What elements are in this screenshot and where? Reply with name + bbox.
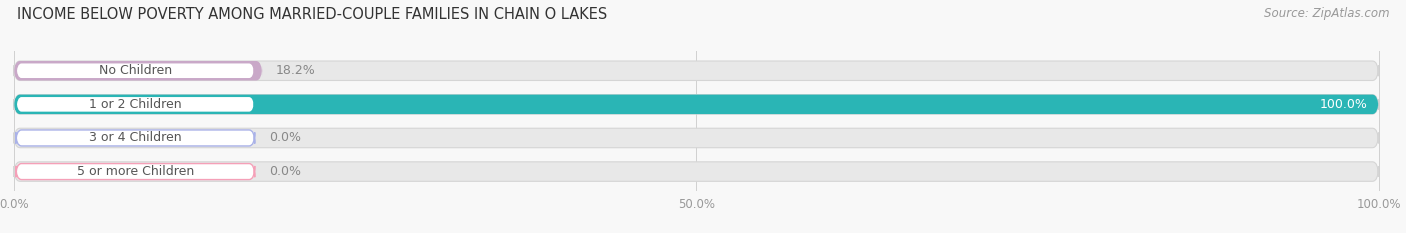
FancyBboxPatch shape [14, 95, 1378, 114]
Text: 18.2%: 18.2% [276, 64, 315, 77]
FancyBboxPatch shape [14, 128, 1378, 148]
Text: 1 or 2 Children: 1 or 2 Children [89, 98, 181, 111]
FancyBboxPatch shape [15, 130, 254, 146]
FancyBboxPatch shape [14, 61, 262, 80]
FancyBboxPatch shape [14, 95, 1378, 114]
Text: 3 or 4 Children: 3 or 4 Children [89, 131, 181, 144]
FancyBboxPatch shape [14, 61, 1378, 80]
Text: 0.0%: 0.0% [269, 165, 301, 178]
Text: 5 or more Children: 5 or more Children [77, 165, 194, 178]
FancyBboxPatch shape [15, 164, 254, 180]
Text: No Children: No Children [98, 64, 172, 77]
FancyBboxPatch shape [14, 162, 1378, 181]
FancyBboxPatch shape [15, 96, 254, 112]
Text: 100.0%: 100.0% [1320, 98, 1368, 111]
Text: INCOME BELOW POVERTY AMONG MARRIED-COUPLE FAMILIES IN CHAIN O LAKES: INCOME BELOW POVERTY AMONG MARRIED-COUPL… [17, 7, 607, 22]
Text: Source: ZipAtlas.com: Source: ZipAtlas.com [1264, 7, 1389, 20]
FancyBboxPatch shape [15, 63, 254, 79]
Text: 0.0%: 0.0% [269, 131, 301, 144]
